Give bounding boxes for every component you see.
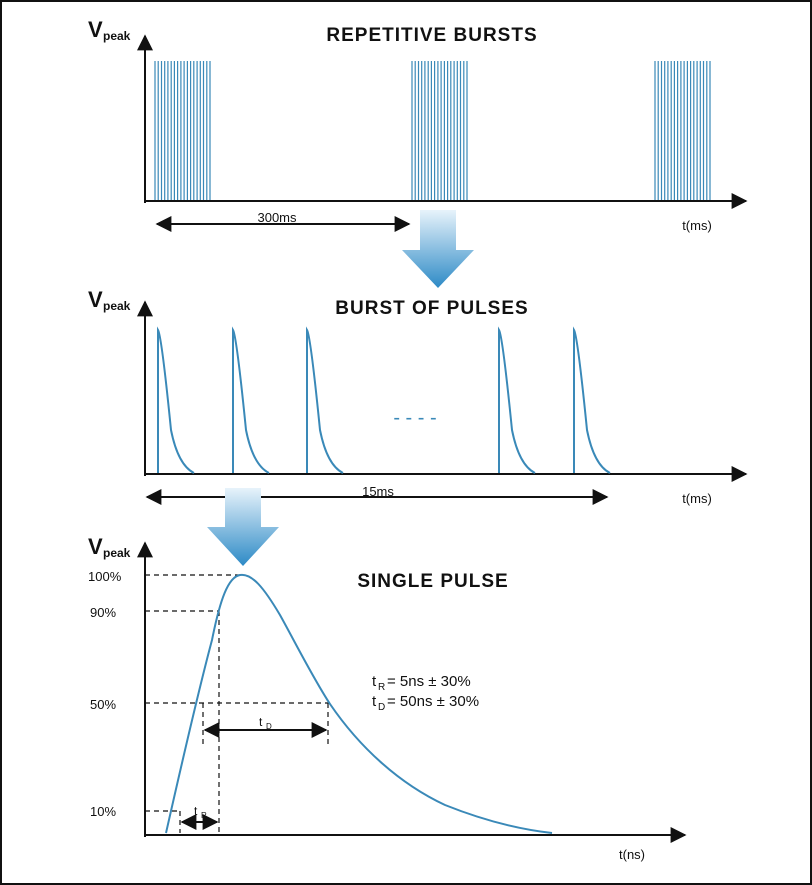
tr-subscript: R [201, 811, 207, 820]
spec-duration-symbol: t [372, 693, 377, 710]
panel3-y-axis-label: V [88, 534, 103, 559]
panel3-x-axis-label: t(ns) [619, 847, 645, 862]
single-pulse-waveform [165, 573, 553, 834]
zoom-arrow-1 [402, 210, 474, 288]
td-subscript: D [266, 722, 272, 731]
pulse-5 [573, 326, 611, 474]
panel-burst-of-pulses: V peak BURST OF PULSES - - - - 15ms t(ms… [88, 287, 748, 506]
spec-duration-subscript: D [378, 702, 385, 713]
period-label: 300ms [257, 210, 297, 225]
panel2-x-axis-label: t(ms) [682, 491, 712, 506]
spec-rise-subscript: R [378, 682, 385, 693]
panel-single-pulse: V peak SINGLE PULSE 100% 90% 50% 10% t D… [88, 534, 687, 862]
panel1-title: REPETITIVE BURSTS [326, 25, 537, 46]
zoom-arrow-2 [207, 488, 279, 566]
level-90-label: 90% [90, 605, 116, 620]
panel2-y-axis-label: V [88, 287, 103, 312]
burst-group [154, 61, 711, 200]
panel-repetitive-bursts: V peak REPETITIVE BURSTS 300ms t(ms) [88, 17, 748, 233]
spec-rise-symbol: t [372, 673, 377, 690]
panel3-y-axis-subscript: peak [103, 546, 131, 560]
panel1-y-axis-subscript: peak [103, 29, 131, 43]
panel2-y-axis-subscript: peak [103, 299, 131, 313]
pulse-1 [157, 326, 195, 474]
spec-rise-value: = 5ns ± 30% [387, 673, 471, 690]
pulse-4 [498, 326, 536, 474]
tr-label: t [194, 804, 198, 818]
spec-duration-value: = 50ns ± 30% [387, 693, 479, 710]
panel1-y-axis-label: V [88, 17, 103, 42]
panel2-title: BURST OF PULSES [335, 298, 528, 319]
pulse-ellipsis: - - - - [393, 407, 436, 429]
panel1-x-axis-label: t(ms) [682, 218, 712, 233]
td-label: t [259, 715, 263, 729]
level-50-label: 50% [90, 697, 116, 712]
duration-label: 15ms [362, 484, 394, 499]
level-10-label: 10% [90, 804, 116, 819]
panel3-title: SINGLE PULSE [357, 571, 508, 592]
level-100-label: 100% [88, 569, 122, 584]
pulse-3 [306, 326, 344, 474]
pulse-group [157, 326, 611, 474]
pulse-2 [232, 326, 270, 474]
